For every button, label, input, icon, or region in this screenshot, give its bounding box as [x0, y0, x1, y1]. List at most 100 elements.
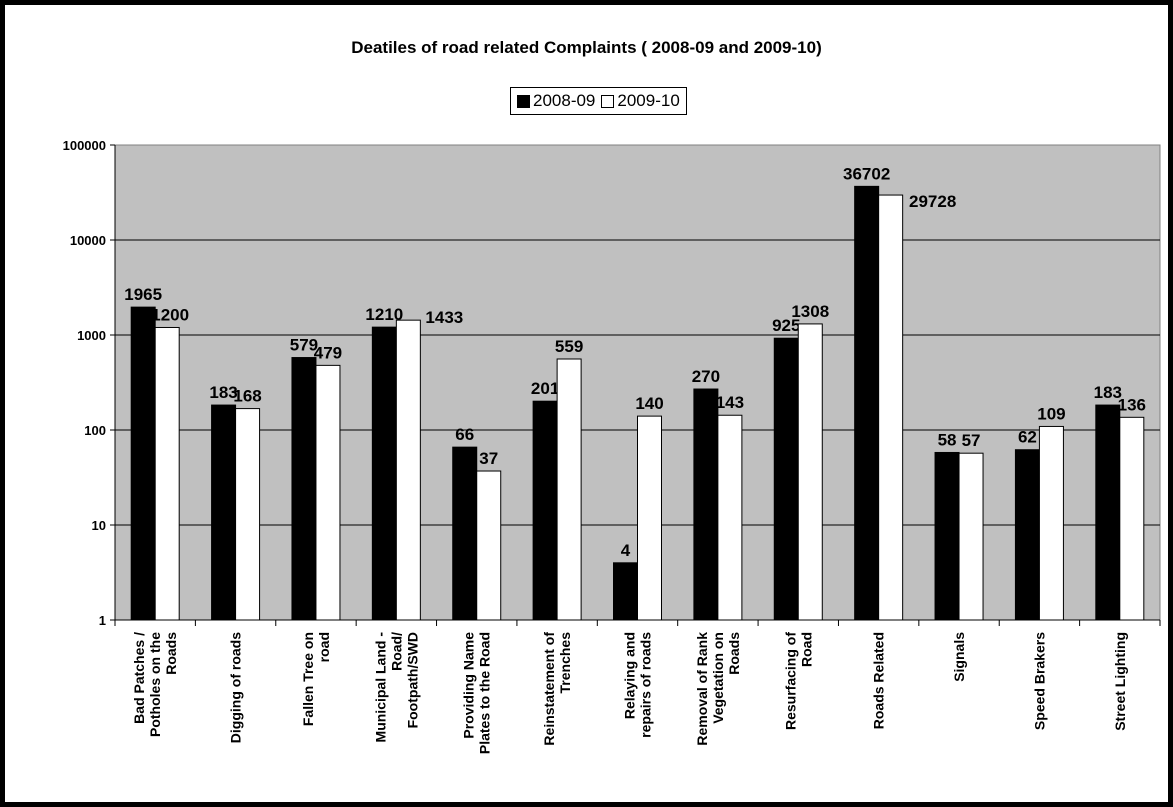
bar-2009-10-2: [235, 408, 261, 621]
y-tick-label: 100: [84, 423, 106, 438]
x-category-label-line: Vegetation on: [710, 632, 726, 724]
y-tick-label: 1000: [77, 328, 106, 343]
x-category-label-line: Bad Patches /: [131, 632, 147, 724]
bar-2009-10-4: [395, 319, 421, 621]
x-category-label-line: Roads Related: [871, 632, 887, 729]
x-category-label-line: Municipal Land -: [372, 632, 388, 743]
bar-2008-09-7: [613, 562, 638, 621]
x-category-label-line: Footpath/SWD: [404, 632, 420, 728]
bar-2008-09-9: [773, 337, 799, 621]
x-category-label: Resurfacing of Road: [782, 632, 814, 730]
x-category-label-line: Fallen Tree on: [300, 632, 316, 726]
bar-2008-09-2: [211, 404, 237, 621]
x-category-label-line: Reinstatement of: [541, 632, 557, 746]
x-category-label: Municipal Land - Road/Footpath/SWD: [372, 632, 420, 743]
x-category-label: Fallen Tree on road: [300, 632, 332, 726]
bar-2009-10-6: [556, 358, 582, 621]
x-category-label: Signals: [951, 632, 967, 682]
bar-2009-10-9: [797, 323, 823, 621]
x-category-label: Speed Brakers: [1031, 632, 1047, 730]
bar-2009-10-5: [476, 470, 502, 621]
data-label-2008-09-10: 36702: [843, 164, 890, 183]
x-category-label: Relaying and repairs of roads: [622, 632, 654, 738]
bar-2008-09-4: [371, 326, 397, 621]
bar-2009-10-12: [1038, 425, 1064, 621]
data-label-2008-09-8: 270: [692, 367, 720, 386]
bar-2009-10-3: [315, 364, 341, 621]
x-category-label-line: Roads: [726, 632, 742, 675]
x-category-label: Reinstatement of Trenches: [541, 632, 573, 746]
x-category-label-line: Trenches: [557, 632, 573, 694]
legend-label-series-1: 2008-09: [533, 91, 596, 110]
legend-swatch-series-1: [517, 94, 530, 108]
x-category-label: Removal of Rank Vegetation on Roads: [694, 632, 742, 746]
data-label-2008-09-11: 58: [938, 430, 957, 449]
x-category-label-line: Plates to the Road: [477, 632, 493, 754]
x-category-label-line: Signals: [951, 632, 967, 682]
x-category-label-line: Resurfacing of: [782, 632, 798, 730]
data-label-2009-10-3: 479: [314, 343, 342, 362]
bar-2008-09-12: [1014, 449, 1040, 621]
x-category-label-line: Relaying and: [622, 632, 638, 719]
bar-2009-10-11: [958, 452, 984, 621]
data-label-2009-10-5: 37: [479, 449, 498, 468]
data-label-2008-09-9: 925: [772, 316, 800, 335]
data-label-2009-10-2: 168: [233, 387, 261, 406]
bar-2009-10-8: [717, 414, 743, 621]
data-label-2008-09-1: 1965: [124, 285, 162, 304]
data-label-2009-10-1: 1200: [151, 305, 189, 324]
data-label-2009-10-9: 1308: [791, 302, 829, 321]
bar-2008-09-3: [291, 357, 317, 621]
y-tick-label: 10000: [70, 233, 106, 248]
bar-2008-09-6: [532, 400, 558, 621]
legend-item-series-2: 2009-10: [601, 91, 680, 111]
bar-2008-09-1: [130, 306, 156, 621]
bar-2008-09-5: [452, 446, 478, 621]
y-tick-label: 100000: [63, 138, 106, 153]
legend-item-series-1: 2008-09: [517, 91, 595, 111]
data-label-2009-10-12: 109: [1037, 404, 1065, 423]
x-category-label: Street Lighting: [1112, 632, 1128, 731]
bar-2009-10-7: [637, 415, 662, 621]
data-label-2008-09-6: 201: [531, 379, 559, 398]
x-category-label: Roads Related: [871, 632, 887, 729]
y-tick-label: 1: [99, 613, 106, 628]
data-label-2008-09-4: 1210: [365, 305, 403, 324]
data-label-2008-09-5: 66: [455, 425, 474, 444]
bar-2008-09-8: [693, 388, 719, 621]
legend-label-series-2: 2009-10: [617, 91, 680, 110]
x-category-label-line: Road/: [388, 632, 404, 671]
data-label-2009-10-4: 1433: [425, 308, 463, 327]
legend-swatch-series-2: [601, 94, 615, 108]
bar-2009-10-10: [878, 194, 904, 621]
data-label-2009-10-13: 136: [1118, 395, 1146, 414]
x-category-label-line: Roads: [163, 632, 179, 675]
bar-2008-09-10: [854, 185, 880, 621]
data-label-2009-10-7: 140: [635, 394, 663, 413]
x-category-label-line: Potholes on the: [147, 632, 163, 737]
chart-legend: 2008-09 2009-10: [510, 87, 687, 115]
chart-title: Deatiles of road related Complaints ( 20…: [351, 38, 822, 57]
data-label-2009-10-11: 57: [962, 431, 981, 450]
x-category-label-line: Digging of roads: [228, 632, 244, 743]
data-label-2008-09-7: 4: [621, 541, 631, 560]
x-category-label-line: Street Lighting: [1112, 632, 1128, 731]
x-category-label: Bad Patches / Potholes on the Roads: [131, 632, 179, 737]
y-tick-label: 10: [92, 518, 106, 533]
x-category-label-line: Road: [798, 632, 814, 667]
data-label-2008-09-12: 62: [1018, 428, 1037, 447]
bar-2008-09-13: [1095, 404, 1121, 621]
x-category-label: Digging of roads: [228, 632, 244, 743]
data-label-2008-09-2: 183: [209, 383, 237, 402]
x-category-label-line: repairs of roads: [638, 632, 654, 738]
x-category-label-line: road: [316, 632, 332, 662]
data-label-2009-10-8: 143: [716, 393, 744, 412]
bar-2008-09-11: [934, 451, 960, 621]
x-category-label-line: Removal of Rank: [694, 632, 710, 746]
x-category-label-line: Speed Brakers: [1031, 632, 1047, 730]
data-label-2008-09-13: 183: [1094, 383, 1122, 402]
bar-2009-10-1: [154, 326, 180, 621]
x-category-label: Providing Name Plates to the Road: [461, 632, 493, 754]
data-label-2009-10-6: 559: [555, 337, 583, 356]
